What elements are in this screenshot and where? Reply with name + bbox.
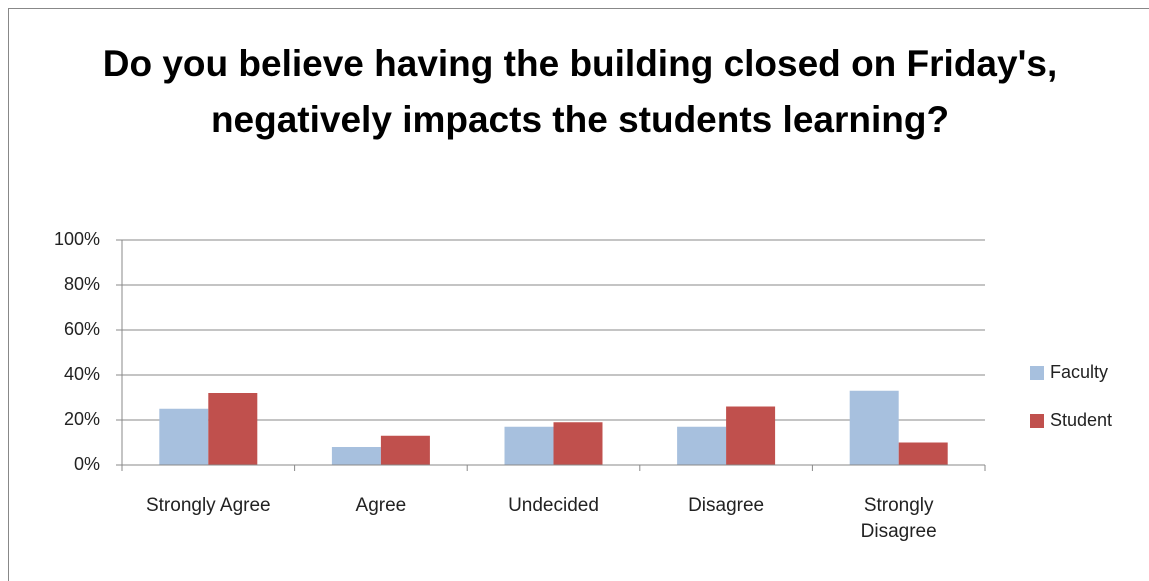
legend-label: Faculty bbox=[1050, 362, 1108, 382]
y-tick-label: 100% bbox=[54, 229, 100, 249]
bar bbox=[726, 406, 776, 465]
y-tick-label: 60% bbox=[64, 319, 100, 339]
bar bbox=[208, 393, 258, 465]
x-tick-label: Disagree bbox=[688, 495, 765, 516]
bar bbox=[380, 435, 430, 465]
x-tick-label: Agree bbox=[355, 495, 407, 516]
y-tick-label: 80% bbox=[64, 274, 100, 294]
y-tick-label: 40% bbox=[64, 364, 100, 384]
legend-label: Student bbox=[1050, 410, 1112, 430]
chart-title: Do you believe having the building close… bbox=[102, 43, 1058, 140]
bar bbox=[159, 408, 209, 465]
legend-swatch bbox=[1030, 366, 1044, 380]
bar bbox=[331, 447, 381, 465]
bar bbox=[898, 442, 948, 465]
bar bbox=[553, 422, 603, 465]
bar bbox=[677, 426, 727, 465]
y-tick-label: 0% bbox=[74, 454, 100, 474]
bar bbox=[849, 390, 899, 465]
legend-swatch bbox=[1030, 414, 1044, 428]
y-tick-label: 20% bbox=[64, 409, 100, 429]
x-tick-label: Strongly Disagree bbox=[860, 495, 937, 542]
x-tick-label: Undecided bbox=[508, 495, 599, 516]
bar bbox=[504, 426, 554, 465]
chart-frame bbox=[8, 8, 1149, 581]
x-tick-label: Strongly Agree bbox=[145, 495, 271, 516]
